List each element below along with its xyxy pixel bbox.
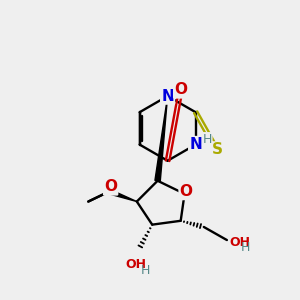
Text: H: H	[141, 264, 150, 277]
Text: N: N	[161, 88, 174, 104]
Polygon shape	[108, 189, 137, 202]
Text: H: H	[241, 241, 250, 254]
Text: H: H	[202, 133, 212, 146]
Text: N: N	[189, 137, 202, 152]
Text: O: O	[104, 179, 117, 194]
Text: S: S	[212, 142, 222, 158]
Text: O: O	[180, 184, 193, 199]
Text: OH: OH	[125, 258, 146, 271]
Text: OH: OH	[229, 236, 250, 249]
Polygon shape	[155, 96, 168, 181]
Text: O: O	[174, 82, 187, 98]
